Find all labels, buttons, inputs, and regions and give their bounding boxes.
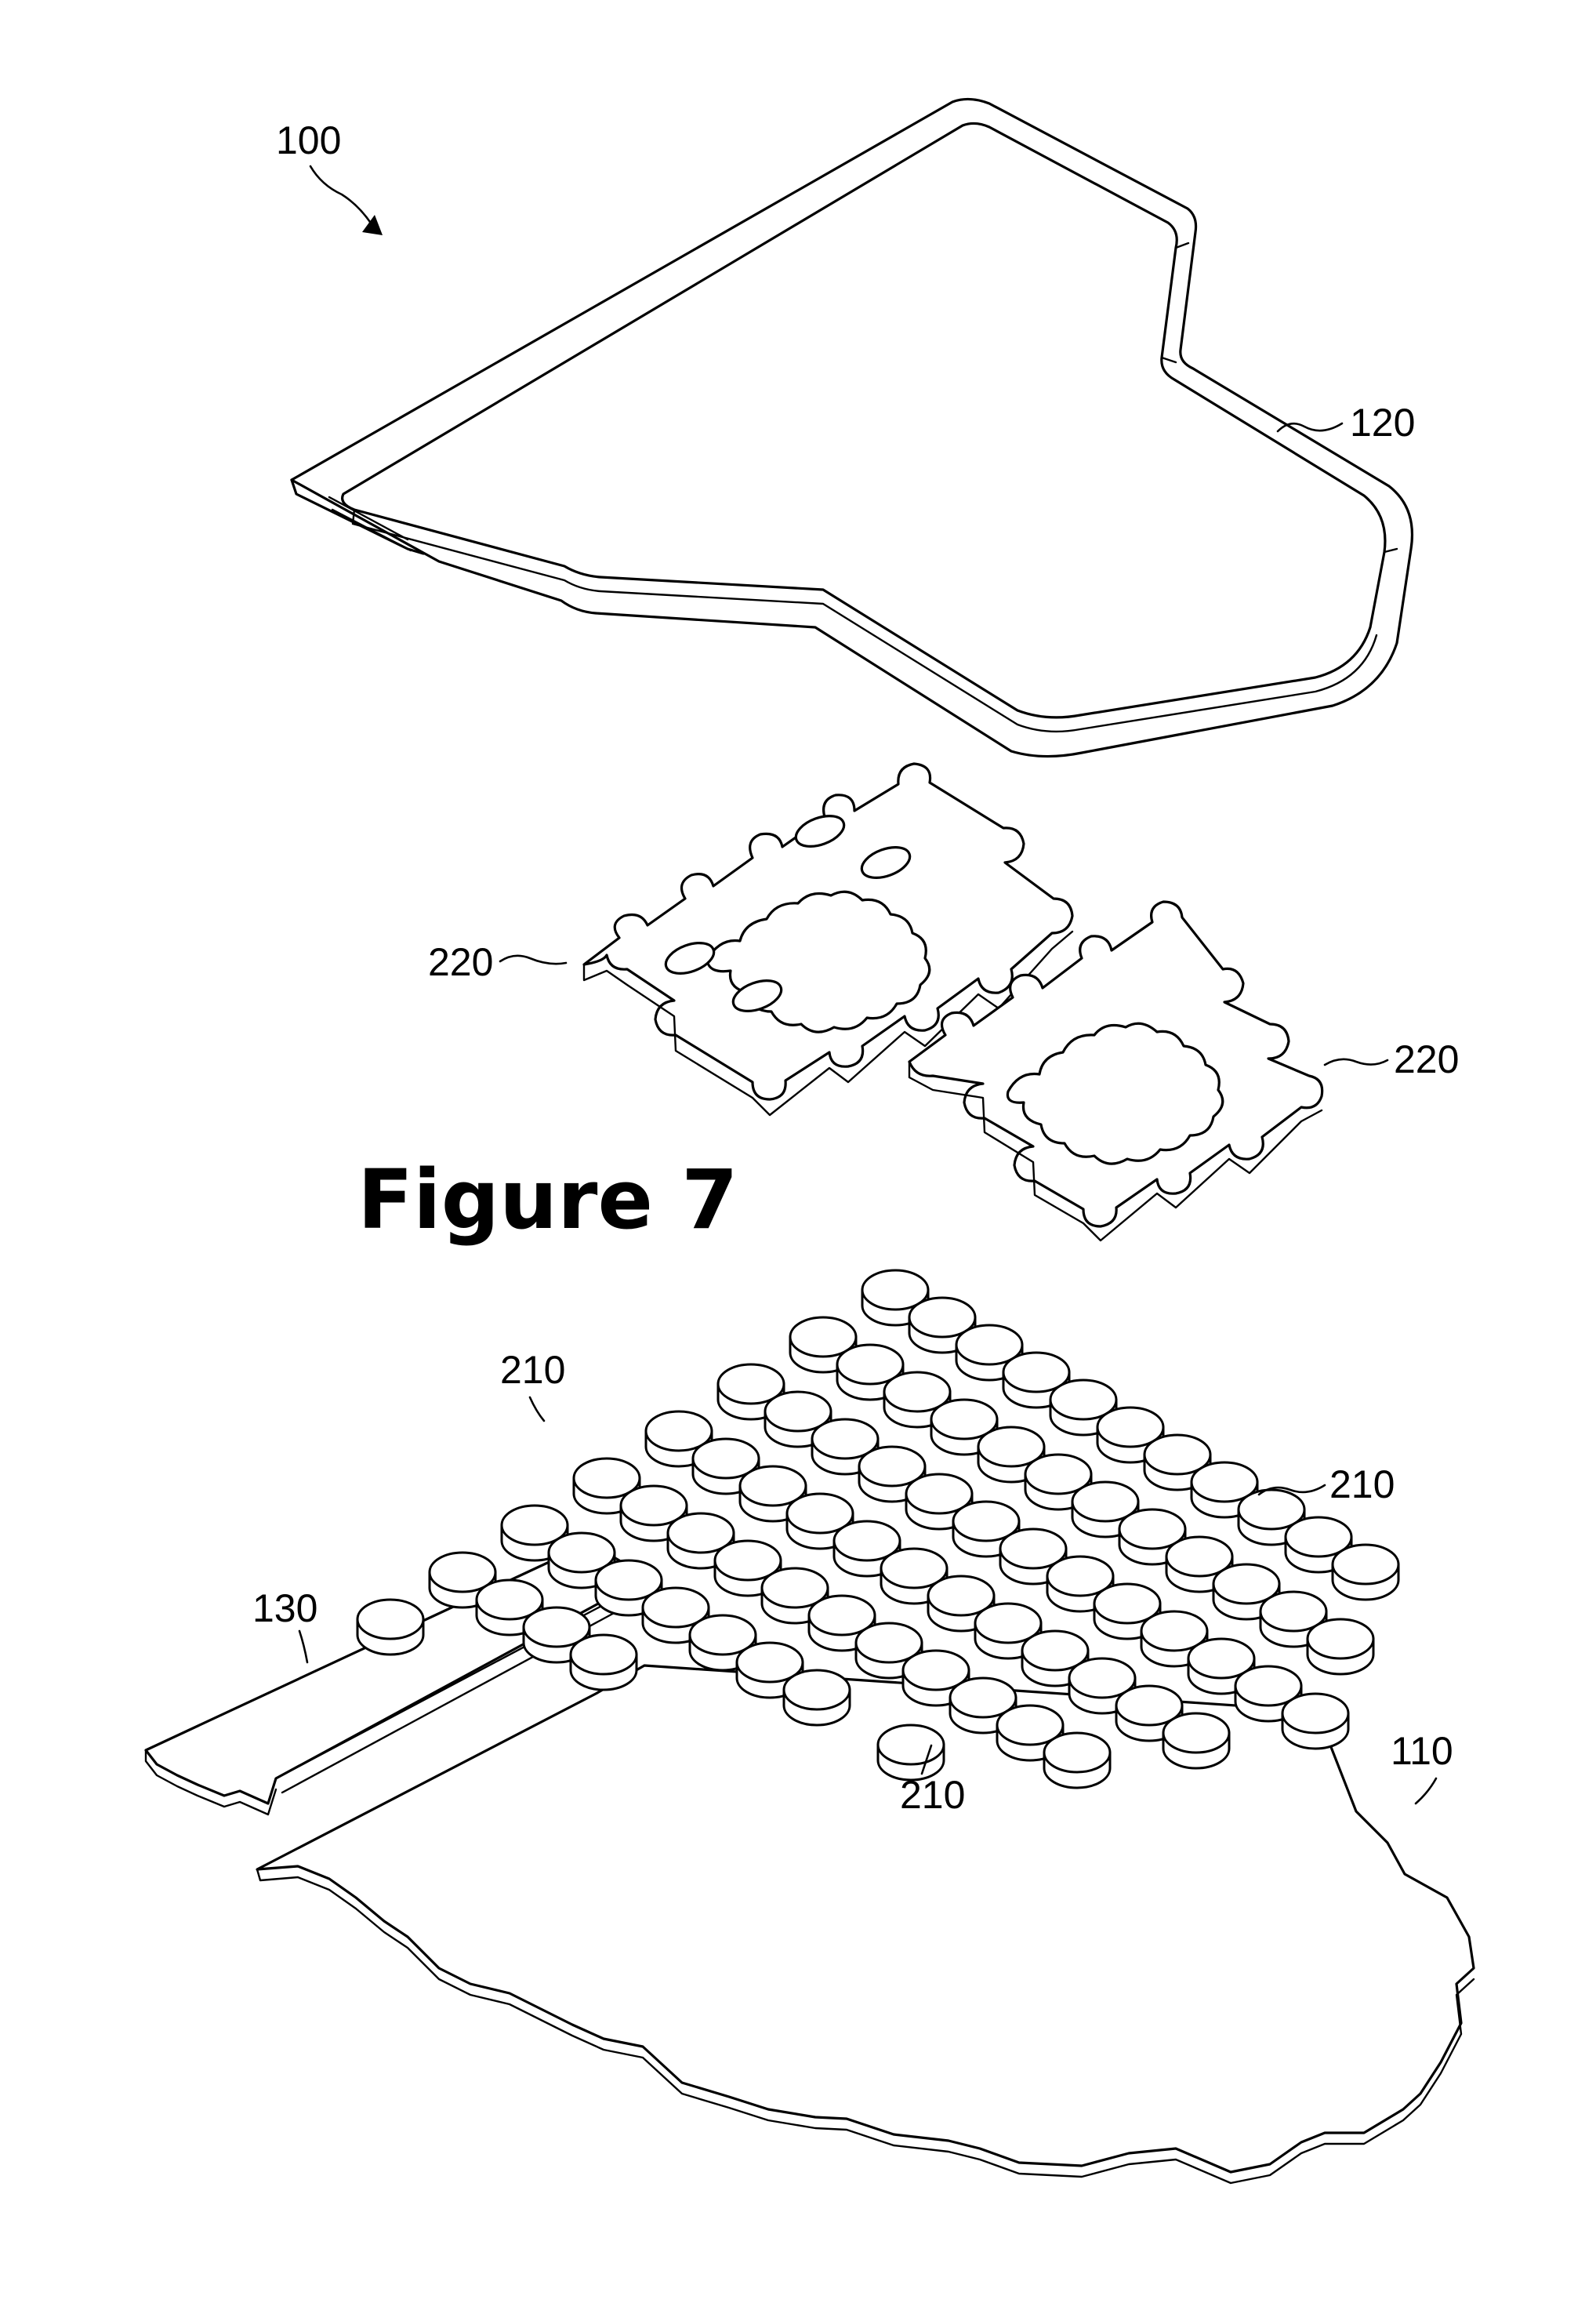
tile-210: [357, 1600, 423, 1655]
leader-100: [310, 166, 372, 224]
arrow-100-icon: [362, 215, 383, 235]
label-210-right: 210: [1329, 1462, 1395, 1506]
label-130: 130: [252, 1586, 317, 1630]
cover-120: [292, 99, 1412, 756]
label-220-right: 220: [1394, 1037, 1459, 1081]
label-210-lower: 210: [900, 1773, 965, 1817]
tile-210: [1163, 1713, 1229, 1768]
leader-220-left: [500, 956, 566, 964]
leader-210-upper: [530, 1397, 544, 1421]
tile-210: [1044, 1733, 1110, 1788]
tile-210: [1282, 1694, 1348, 1749]
figure-title: Figure 7: [357, 1152, 738, 1248]
tile-210: [1308, 1619, 1373, 1674]
label-100: 100: [276, 118, 341, 162]
leader-130: [299, 1631, 307, 1662]
label-220-left: 220: [428, 940, 493, 984]
tile-210: [1333, 1545, 1398, 1600]
label-110: 110: [1391, 1729, 1453, 1773]
tile-210: [878, 1725, 944, 1780]
leader-110: [1416, 1778, 1436, 1804]
label-120: 120: [1350, 401, 1415, 445]
label-210-upper: 210: [500, 1348, 565, 1392]
tile-210: [784, 1670, 850, 1725]
tile-210: [571, 1635, 637, 1690]
leader-220-right: [1325, 1059, 1387, 1065]
